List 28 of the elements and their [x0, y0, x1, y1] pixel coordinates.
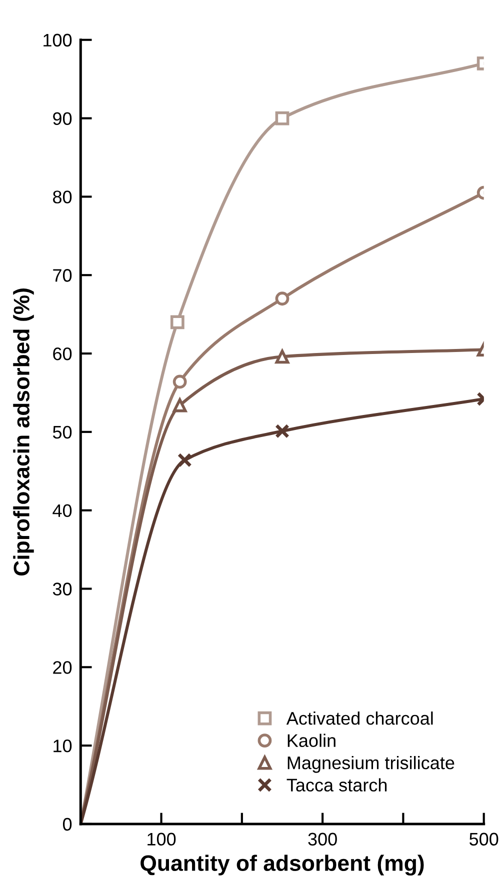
point — [275, 350, 290, 364]
y-tick-label: 90 — [53, 112, 72, 125]
y-tick-label: 30 — [52, 582, 72, 596]
point — [172, 374, 187, 389]
y-tick-label: 40 — [52, 504, 72, 518]
y-tick-label: 70 — [53, 269, 72, 282]
x-tick-label: 300 — [308, 832, 337, 846]
point — [172, 398, 187, 412]
legend-label: Activated charcoal — [286, 712, 433, 725]
y-tick-label: 100 — [44, 34, 72, 47]
y-tick-label: 80 — [53, 190, 72, 204]
point — [275, 424, 290, 438]
point — [275, 111, 290, 126]
x-tick-label: 100 — [148, 832, 176, 846]
y-axis-title: Ciprofloxacin adsorbed (%) — [13, 288, 34, 576]
x-axis-title: Quantity of adsorbent (mg) — [140, 854, 424, 876]
point — [275, 292, 290, 306]
y-tick-label: 20 — [53, 661, 72, 674]
legend-label: Magnesium trisilicate — [288, 756, 454, 773]
y-tick-label: 60 — [53, 347, 72, 360]
legend-label: Tacca starch — [286, 778, 387, 792]
point — [177, 452, 192, 468]
y-tick-label: 0 — [62, 818, 72, 831]
point — [170, 315, 184, 330]
y-tick-label: 50 — [52, 426, 72, 439]
x-tick-label: 500 — [470, 832, 498, 846]
legend-label: Kaolin — [288, 734, 336, 748]
y-tick-label: 10 — [54, 740, 72, 752]
